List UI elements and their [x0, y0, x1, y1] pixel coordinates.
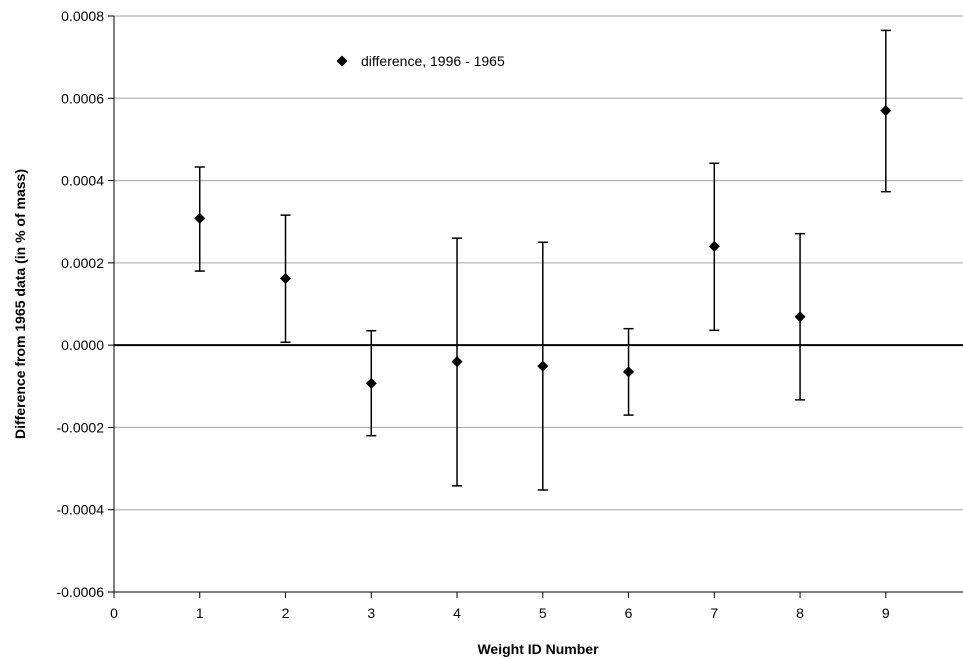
error-bars — [194, 29, 891, 491]
data-point-diamond — [280, 272, 292, 284]
x-tick-label: 8 — [796, 605, 804, 621]
y-tick-label: -0.0004 — [57, 502, 105, 518]
x-tick-label: 3 — [367, 605, 375, 621]
y-tick-label: 0.0002 — [61, 255, 104, 271]
axes — [108, 15, 963, 598]
y-tick-label: 0.0000 — [61, 337, 104, 353]
x-tick-label: 4 — [453, 605, 461, 621]
x-tick-label: 2 — [282, 605, 290, 621]
x-tick-label: 1 — [196, 605, 204, 621]
x-tick-label: 5 — [539, 605, 547, 621]
legend: difference, 1996 - 1965 — [336, 53, 505, 69]
data-point-diamond — [451, 356, 463, 368]
y-tick-label: 0.0006 — [61, 90, 104, 106]
data-point-diamond — [623, 366, 635, 378]
tick-labels: -0.0006 -0.0004 -0.0002 0.0000 0.0002 0.0004 0… — [57, 8, 890, 621]
x-tick-label: 0 — [110, 605, 118, 621]
data-point-diamond — [708, 240, 720, 252]
legend-label: difference, 1996 - 1965 — [361, 53, 505, 69]
y-tick-label: -0.0006 — [57, 584, 105, 600]
data-point-diamond — [880, 105, 892, 117]
x-tick-label: 6 — [625, 605, 633, 621]
x-tick-label: 9 — [882, 605, 890, 621]
x-axis-title: Weight ID Number — [477, 641, 599, 657]
y-tick-label: 0.0004 — [61, 173, 104, 189]
data-points — [194, 105, 892, 389]
data-point-diamond — [537, 360, 549, 372]
y-tick-label: -0.0002 — [57, 419, 105, 435]
data-point-diamond — [794, 311, 806, 323]
y-axis-title: Difference from 1965 data (in % of mass) — [12, 169, 28, 439]
gridlines — [114, 15, 963, 511]
y-tick-label: 0.0008 — [61, 8, 104, 24]
data-point-diamond — [194, 212, 206, 224]
legend-diamond-marker — [336, 55, 348, 67]
x-tick-label: 7 — [710, 605, 718, 621]
data-point-diamond — [365, 377, 377, 389]
